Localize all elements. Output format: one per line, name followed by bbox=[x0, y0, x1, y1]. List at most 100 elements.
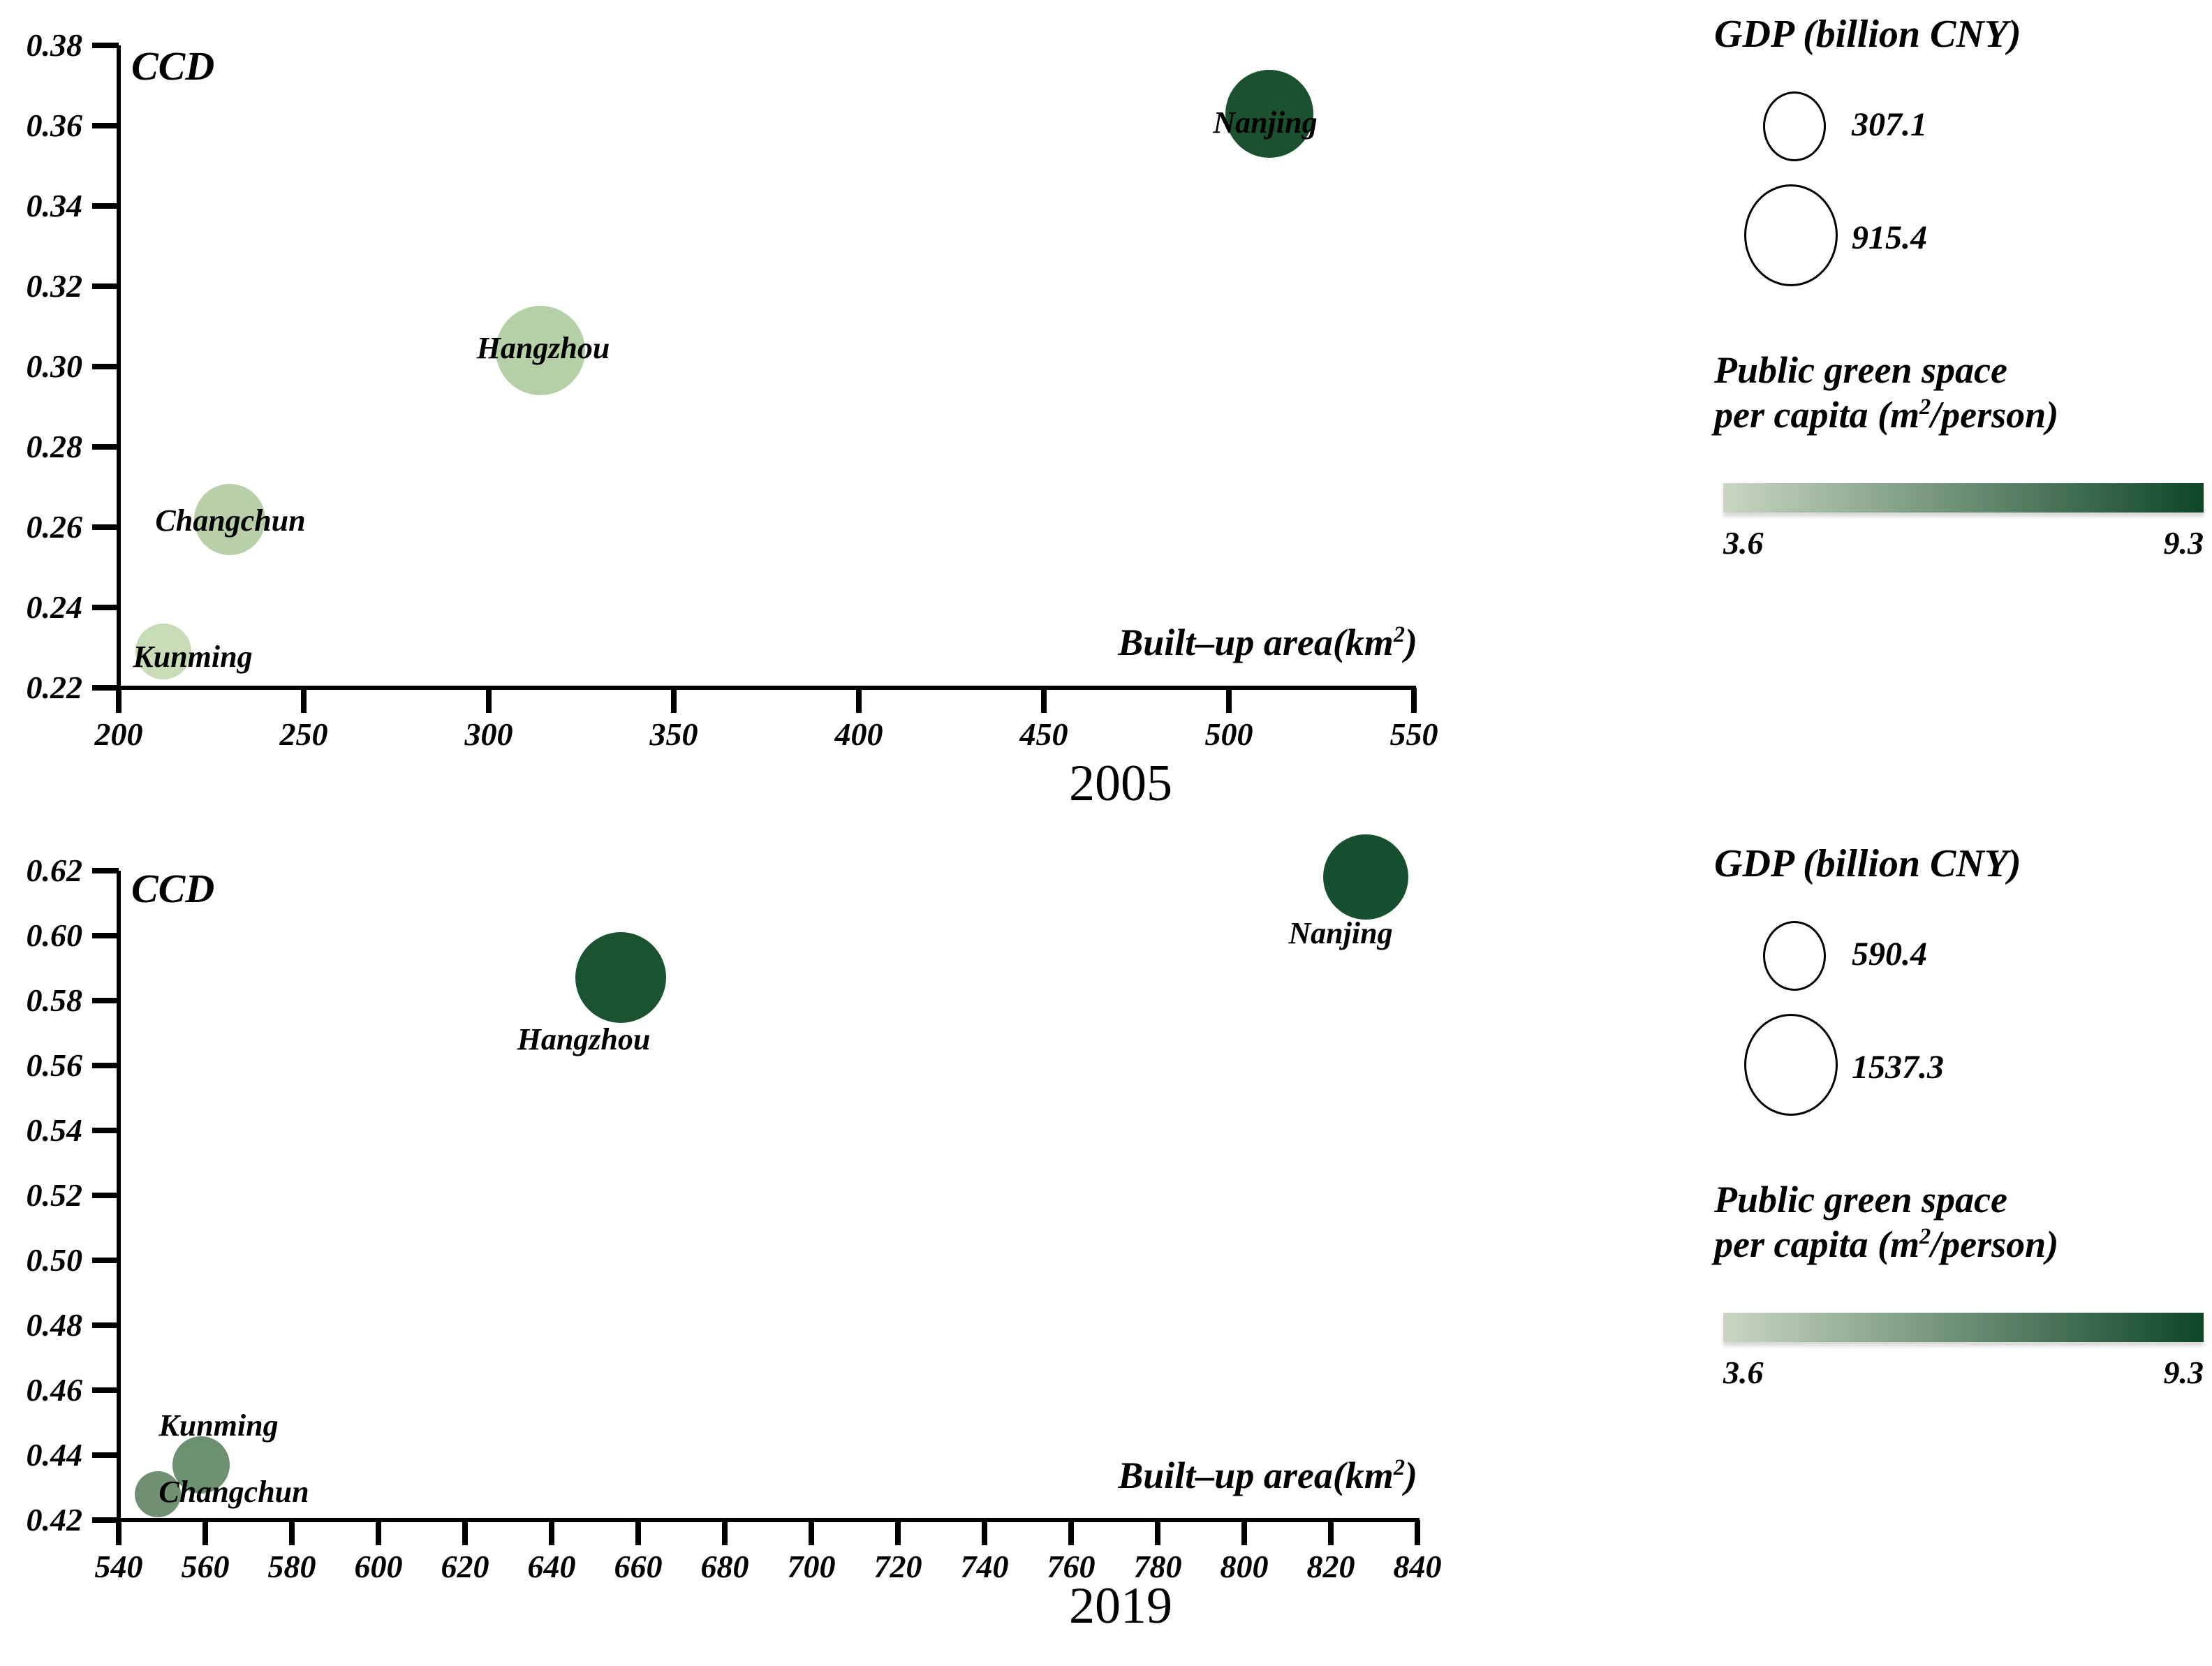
x-tick-620 bbox=[462, 1520, 468, 1545]
y-tick-0.30 bbox=[92, 364, 119, 369]
y-tick-0.36 bbox=[92, 123, 119, 128]
y-axis-title-2005: CCD bbox=[131, 43, 215, 89]
x-axis-title-sup: 2 bbox=[1393, 622, 1406, 647]
gradient-max-label: 9.3 bbox=[2163, 525, 2204, 561]
green-space-title-close: /person) bbox=[1931, 394, 2059, 436]
x-tick-label-680: 680 bbox=[700, 1549, 749, 1584]
green-space-title-line1: Public green space bbox=[1714, 349, 2007, 391]
x-tick-label-580: 580 bbox=[267, 1549, 316, 1584]
legend-2019: GDP (billion CNY) 590.4 1537.3 Public gr… bbox=[1704, 830, 2212, 1598]
x-tick-label-560: 560 bbox=[181, 1549, 230, 1584]
x-axis-line bbox=[117, 686, 1416, 690]
x-tick-800 bbox=[1241, 1520, 1247, 1545]
x-tick-540 bbox=[116, 1520, 121, 1545]
x-tick-label-250: 250 bbox=[279, 716, 328, 752]
x-tick-700 bbox=[809, 1520, 814, 1545]
x-axis-title-2005: Built–up area(km2) bbox=[733, 619, 1417, 665]
x-tick-500 bbox=[1226, 688, 1232, 713]
y-tick-label-0.60: 0.60 bbox=[26, 917, 83, 953]
y-tick-label-0.28: 0.28 bbox=[26, 429, 83, 464]
x-tick-label-760: 760 bbox=[1047, 1549, 1096, 1584]
y-tick-label-0.54: 0.54 bbox=[26, 1112, 83, 1148]
y-tick-0.46 bbox=[92, 1387, 119, 1393]
y-tick-label-0.46: 0.46 bbox=[26, 1372, 83, 1408]
x-tick-label-700: 700 bbox=[787, 1549, 836, 1584]
green-space-legend-title: Public green space per capita (m2/person… bbox=[1714, 348, 2058, 437]
x-tick-740 bbox=[982, 1520, 987, 1545]
y-tick-0.50 bbox=[92, 1258, 119, 1263]
y-tick-label-0.42: 0.42 bbox=[26, 1502, 83, 1538]
x-tick-label-550: 550 bbox=[1389, 716, 1438, 752]
x-axis-title-close: ) bbox=[1405, 1454, 1417, 1496]
bubble-hangzhou bbox=[496, 306, 586, 395]
x-axis-title-text: Built–up area(km bbox=[1118, 1454, 1394, 1496]
y-tick-label-0.50: 0.50 bbox=[26, 1242, 83, 1278]
x-tick-660 bbox=[635, 1520, 641, 1545]
bubble-hangzhou bbox=[575, 932, 667, 1024]
y-tick-0.56 bbox=[92, 1063, 119, 1068]
x-tick-label-640: 640 bbox=[527, 1549, 576, 1584]
y-tick-0.44 bbox=[92, 1452, 119, 1458]
y-tick-label-0.32: 0.32 bbox=[26, 268, 83, 304]
x-tick-label-450: 450 bbox=[1019, 716, 1068, 752]
city-label-nanjing: Nanjing bbox=[1288, 916, 1393, 950]
y-tick-0.38 bbox=[92, 43, 119, 48]
green-space-title-sup: 2 bbox=[1919, 1224, 1931, 1249]
bubble-kunming bbox=[135, 624, 191, 680]
gdp-large-circle-icon bbox=[1744, 184, 1838, 286]
x-tick-label-820: 820 bbox=[1306, 1549, 1355, 1584]
x-tick-350 bbox=[671, 688, 677, 713]
city-label-changchun: Changchun bbox=[155, 503, 306, 538]
x-tick-label-840: 840 bbox=[1393, 1549, 1442, 1584]
gdp-small-circle-icon bbox=[1763, 91, 1826, 161]
x-tick-label-740: 740 bbox=[960, 1549, 1009, 1584]
x-tick-label-620: 620 bbox=[441, 1549, 489, 1584]
y-tick-label-0.38: 0.38 bbox=[26, 27, 83, 63]
gdp-large-value: 1537.3 bbox=[1852, 1049, 1944, 1086]
x-tick-label-720: 720 bbox=[873, 1549, 922, 1584]
x-tick-200 bbox=[116, 688, 121, 713]
y-axis-line bbox=[117, 871, 121, 1522]
x-tick-720 bbox=[895, 1520, 901, 1545]
y-axis-line bbox=[117, 45, 121, 690]
bubble-nanjing bbox=[1225, 69, 1314, 158]
x-tick-450 bbox=[1041, 688, 1047, 713]
y-tick-0.52 bbox=[92, 1193, 119, 1198]
year-label-2005: 2005 bbox=[1069, 755, 1172, 812]
bubble-kunming bbox=[172, 1436, 230, 1494]
x-axis-title-sup: 2 bbox=[1393, 1455, 1406, 1480]
green-space-title-sup: 2 bbox=[1919, 395, 1931, 420]
green-space-gradient-bar bbox=[1723, 483, 2204, 513]
y-tick-0.42 bbox=[92, 1517, 119, 1523]
gdp-large-value: 915.4 bbox=[1852, 219, 1927, 256]
x-axis-line bbox=[117, 1518, 1420, 1522]
legend-2005: GDP (billion CNY) 307.1 915.4 Public gre… bbox=[1704, 0, 2212, 768]
y-tick-label-0.26: 0.26 bbox=[26, 509, 83, 545]
city-label-hangzhou: Hangzhou bbox=[517, 1022, 651, 1056]
bubble-changchun bbox=[194, 483, 265, 555]
city-label-nanjing: Nanjing bbox=[1213, 105, 1318, 140]
y-tick-0.62 bbox=[92, 868, 119, 873]
gradient-min-label: 3.6 bbox=[1723, 525, 1764, 561]
y-tick-label-0.30: 0.30 bbox=[26, 348, 83, 384]
green-space-title-line1: Public green space bbox=[1714, 1179, 2007, 1221]
y-axis-title-2019: CCD bbox=[131, 866, 215, 911]
gdp-legend-title: GDP (billion CNY) bbox=[1714, 842, 2021, 885]
x-tick-550 bbox=[1411, 688, 1417, 713]
city-label-kunming: Kunming bbox=[158, 1408, 279, 1443]
x-tick-820 bbox=[1328, 1520, 1334, 1545]
y-tick-0.22 bbox=[92, 685, 119, 691]
gdp-small-value: 307.1 bbox=[1852, 106, 1927, 143]
y-tick-label-0.52: 0.52 bbox=[26, 1177, 83, 1213]
y-tick-0.48 bbox=[92, 1322, 119, 1328]
city-label-hangzhou: Hangzhou bbox=[476, 331, 610, 365]
x-tick-label-780: 780 bbox=[1133, 1549, 1182, 1584]
x-axis-title-close: ) bbox=[1405, 621, 1417, 663]
y-tick-label-0.44: 0.44 bbox=[26, 1437, 83, 1473]
green-space-legend-title: Public green space per capita (m2/person… bbox=[1714, 1177, 2058, 1267]
green-space-title-line2: per capita (m bbox=[1714, 394, 1919, 436]
bubble-nanjing bbox=[1322, 834, 1408, 920]
x-tick-label-300: 300 bbox=[464, 716, 513, 752]
gdp-large-circle-icon bbox=[1744, 1014, 1838, 1116]
x-tick-label-200: 200 bbox=[94, 716, 143, 752]
